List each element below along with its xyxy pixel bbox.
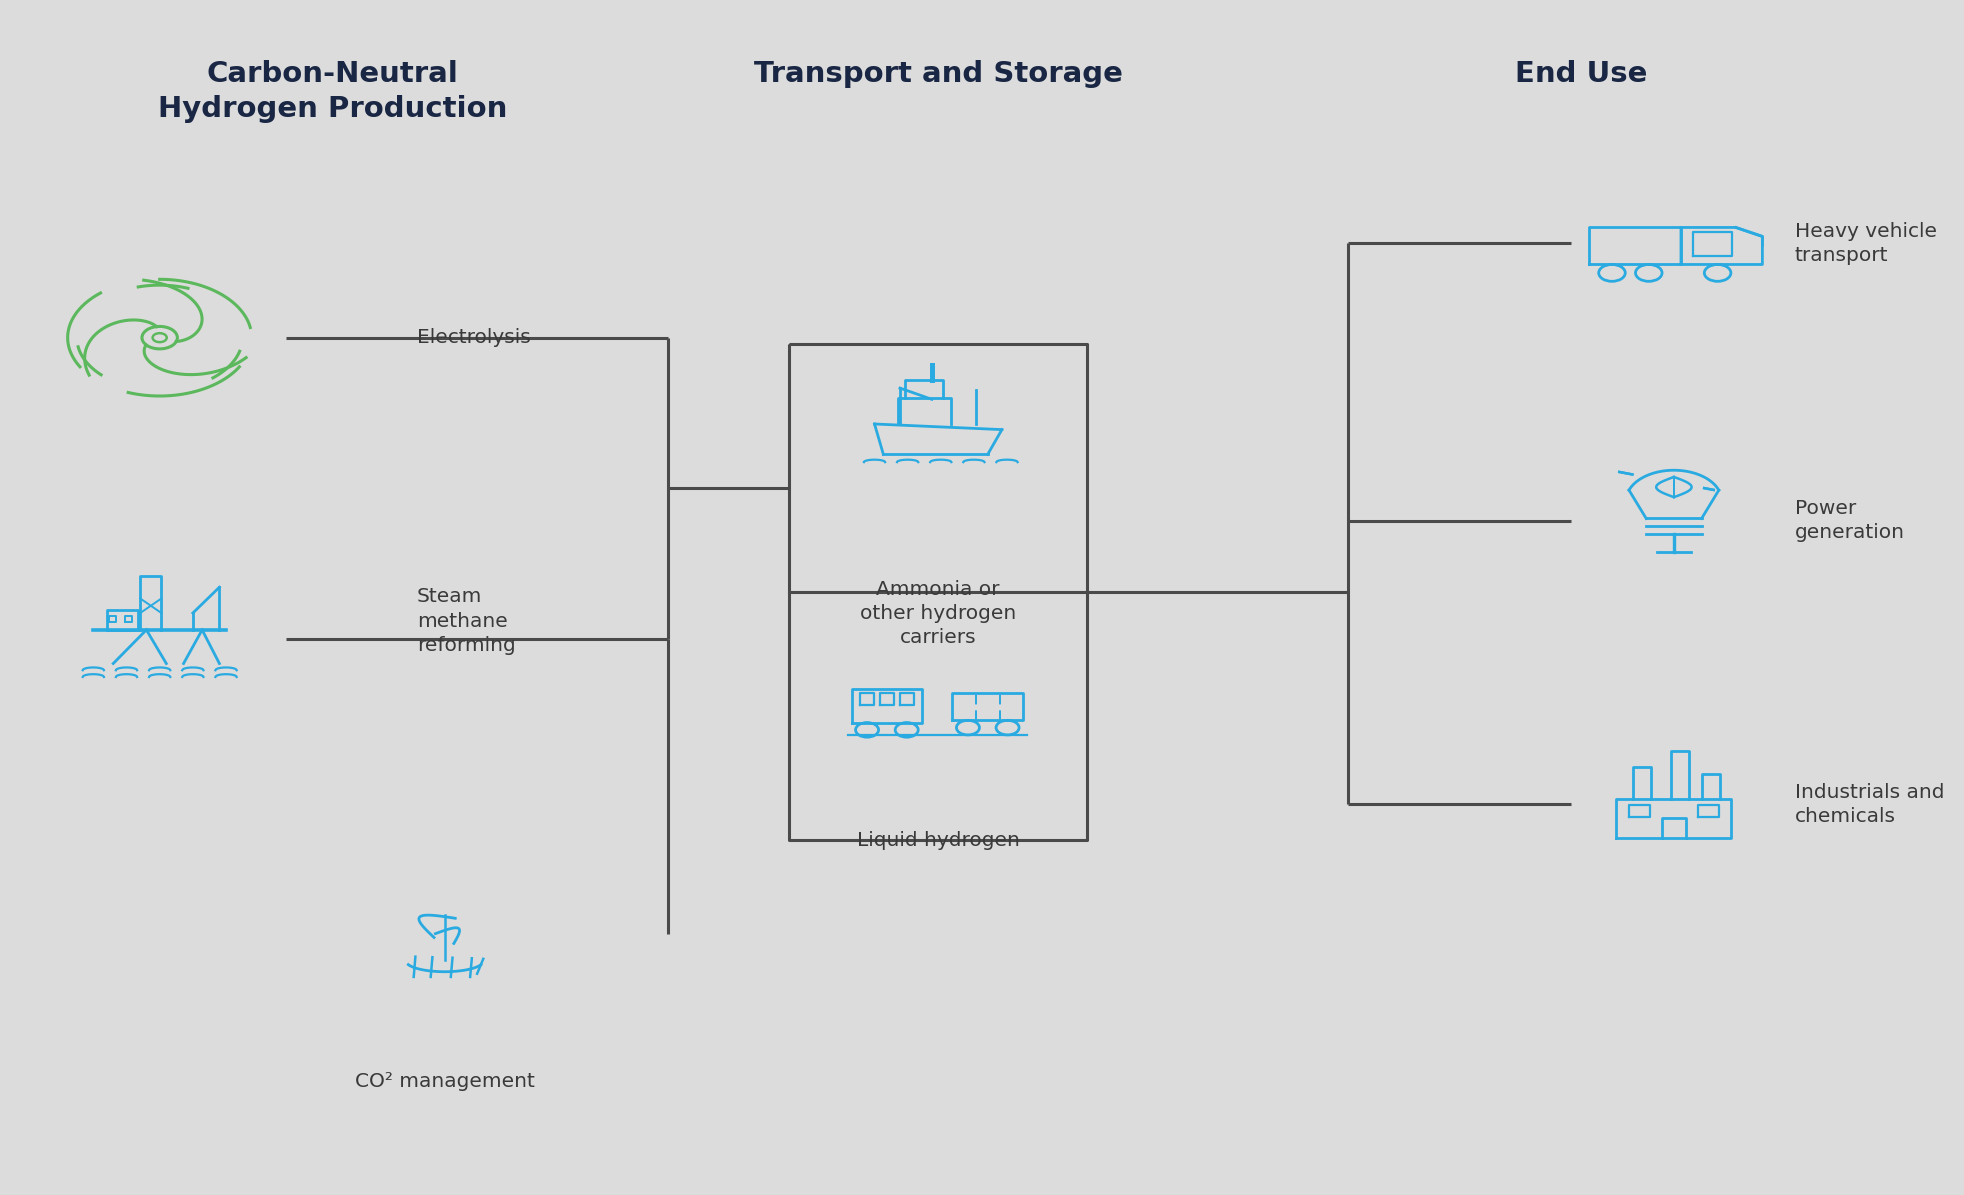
Text: Carbon-Neutral
Hydrogen Production: Carbon-Neutral Hydrogen Production: [159, 60, 507, 123]
Text: Steam
methane
reforming: Steam methane reforming: [416, 588, 515, 655]
Text: Ammonia or
other hydrogen
carriers: Ammonia or other hydrogen carriers: [860, 580, 1015, 648]
Text: End Use: End Use: [1514, 60, 1646, 88]
Text: Power
generation: Power generation: [1793, 500, 1903, 543]
Text: Electrolysis: Electrolysis: [416, 329, 530, 348]
Text: Liquid hydrogen: Liquid hydrogen: [856, 832, 1019, 851]
Text: Industrials and
chemicals: Industrials and chemicals: [1793, 783, 1944, 826]
Text: Heavy vehicle
transport: Heavy vehicle transport: [1793, 221, 1937, 265]
Text: CO² management: CO² management: [355, 1072, 534, 1091]
Text: Transport and Storage: Transport and Storage: [754, 60, 1121, 88]
